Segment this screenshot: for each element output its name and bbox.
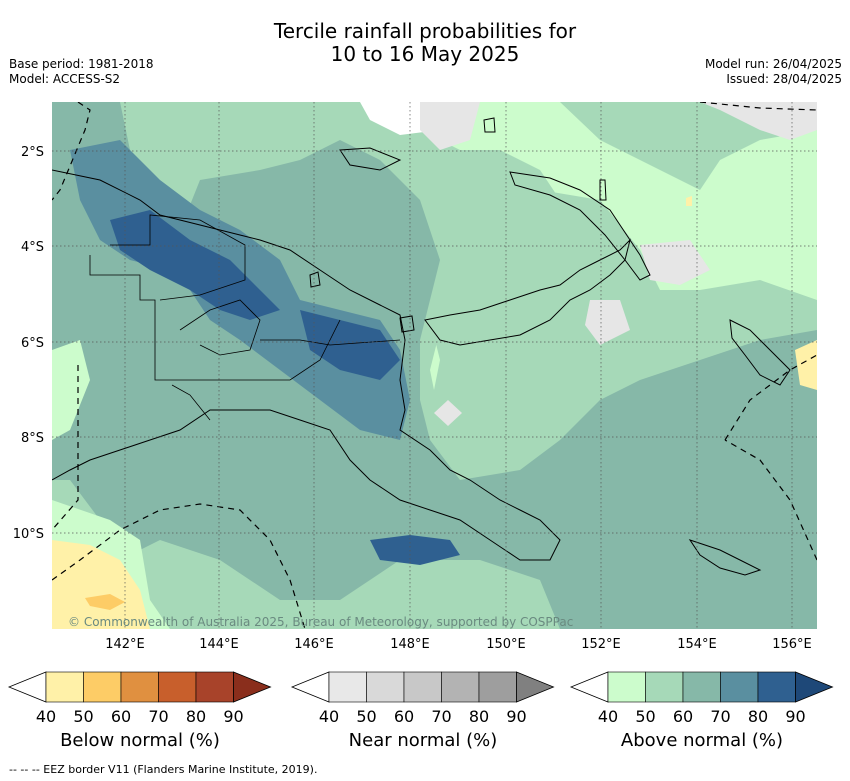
copyright-text: © Commonwealth of Australia 2025, Bureau… <box>68 615 573 629</box>
colorbar-segment <box>366 671 405 703</box>
title-line-2: 10 to 16 May 2025 <box>330 42 520 66</box>
colorbar-tick-label: 60 <box>394 707 414 726</box>
colorbar-tick-label: 70 <box>148 707 168 726</box>
colorbar-max-arrow <box>795 671 834 703</box>
model-name: Model: ACCESS-S2 <box>9 72 121 86</box>
colorbar-tick-label: 80 <box>748 707 768 726</box>
model-run-date: Model run: 26/04/2025 <box>704 57 842 71</box>
eez-border <box>52 102 817 629</box>
coastlines <box>52 117 791 576</box>
colorbar-segment <box>645 671 684 703</box>
colorbar-min-arrow <box>290 671 330 703</box>
lat-label: 2°S <box>21 145 44 160</box>
lon-label: 154°E <box>677 637 717 652</box>
colorbar-segment <box>328 671 367 703</box>
below-normal-patch <box>85 594 125 610</box>
colorbar-segment <box>478 671 517 703</box>
below-normal-patch <box>52 540 150 629</box>
colorbar-min-arrow <box>569 671 609 703</box>
lon-label: 150°E <box>486 637 526 652</box>
lat-label: 6°S <box>21 336 44 351</box>
colorbar-segment <box>441 671 480 703</box>
lon-label: 146°E <box>294 637 334 652</box>
above-normal-80-region <box>370 535 460 565</box>
eez-note: -- -- -- EEZ border V11 (Flanders Marine… <box>9 763 318 776</box>
above-normal-80-region <box>110 210 280 320</box>
lon-label: 144°E <box>199 637 239 652</box>
colorbar-tick-label: 90 <box>506 707 526 726</box>
colorbar-tick-label: 40 <box>598 707 618 726</box>
colorbar-tick-label: 40 <box>36 707 56 726</box>
colorbar-tick-label: 60 <box>673 707 693 726</box>
near-normal-patch <box>585 300 630 345</box>
colorbar-segment <box>195 671 234 703</box>
colorbar-tick-label: 40 <box>319 707 339 726</box>
colorbar-max-arrow <box>233 671 272 703</box>
colorbar-segment <box>607 671 646 703</box>
latitude-labels: 2°S 4°S 6°S 8°S 10°S <box>13 145 44 542</box>
lon-label: 148°E <box>390 637 430 652</box>
colorbar-segment <box>45 671 84 703</box>
title-line-1: Tercile rainfall probabilities for <box>273 19 577 43</box>
map-area <box>52 102 817 629</box>
colorbar-tick-label: 90 <box>785 707 805 726</box>
colorbar-segment <box>120 671 159 703</box>
colorbar-segment <box>403 671 442 703</box>
colorbar-max-arrow <box>516 671 555 703</box>
colorbars: 40 50 60 70 80 90 40 50 60 70 80 90 40 50 60 70 80 90 <box>7 671 834 726</box>
below-normal-patch <box>686 196 692 206</box>
issued-date: Issued: 28/04/2025 <box>726 72 842 86</box>
model-info: Base period: 1981-2018 Model: ACCESS-S2 <box>9 57 154 87</box>
colorbar-tick-label: 60 <box>111 707 131 726</box>
colorbar-tick-label: 70 <box>710 707 730 726</box>
lon-label: 142°E <box>105 637 145 652</box>
colorbar-segment <box>158 671 197 703</box>
above-normal-label: Above normal (%) <box>620 730 784 751</box>
lat-label: 10°S <box>13 527 44 542</box>
colorbar-tick-label: 50 <box>73 707 93 726</box>
near-normal-patch <box>700 102 817 140</box>
lon-label: 156°E <box>772 637 812 652</box>
colorbar-tick-label: 90 <box>223 707 243 726</box>
below-normal-label: Below normal (%) <box>60 730 220 751</box>
near-normal-patch <box>420 102 480 150</box>
map-title: Tercile rainfall probabilities for 10 to… <box>0 20 850 66</box>
base-period: Base period: 1981-2018 <box>9 57 154 71</box>
lat-label: 8°S <box>21 431 44 446</box>
colorbar-tick-label: 50 <box>635 707 655 726</box>
colorbar-tick-label: 50 <box>356 707 376 726</box>
colorbar-segment <box>757 671 796 703</box>
province-borders <box>89 214 401 421</box>
run-info: Model run: 26/04/2025 Issued: 28/04/2025 <box>705 57 842 87</box>
colorbar-segment <box>682 671 721 703</box>
colorbar-segment <box>83 671 122 703</box>
below-normal-patch <box>795 340 817 390</box>
near-normal-patch <box>640 240 710 285</box>
graticule <box>52 102 817 629</box>
above-normal-80-region <box>300 310 400 380</box>
lat-label: 4°S <box>21 240 44 255</box>
longitude-labels: 142°E 144°E 146°E 148°E 150°E 152°E 154°… <box>105 637 812 652</box>
green-patch <box>52 340 90 440</box>
colorbar-tick-label: 80 <box>469 707 489 726</box>
colorbar-tick-label: 70 <box>431 707 451 726</box>
colorbar-tick-label: 80 <box>186 707 206 726</box>
near-normal-patch <box>434 400 462 426</box>
colorbar-min-arrow <box>7 671 47 703</box>
near-normal-label: Near normal (%) <box>348 730 498 751</box>
colorbar-segment <box>720 671 759 703</box>
lon-label: 152°E <box>581 637 621 652</box>
